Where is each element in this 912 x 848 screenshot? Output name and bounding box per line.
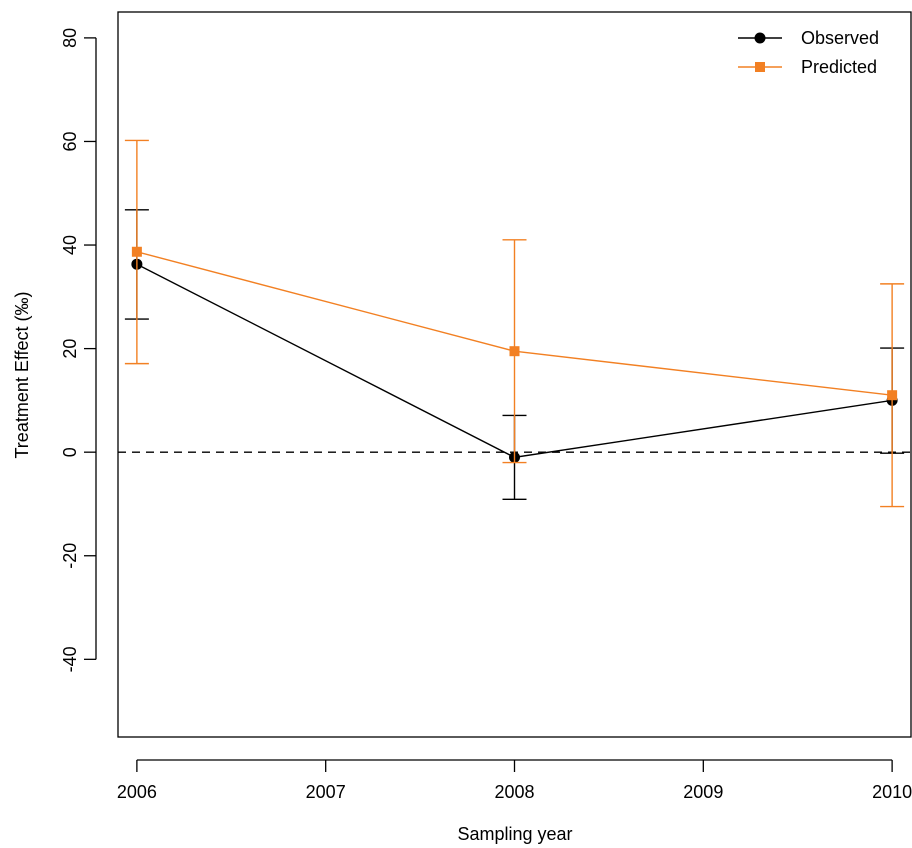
y-axis-title: Treatment Effect (‰) [12,291,32,458]
legend-item-observed: Observed [738,28,879,48]
y-tick-label: 40 [60,235,80,255]
x-tick-label: 2006 [117,782,157,802]
y-tick-label: 0 [60,447,80,457]
axes: 2006 2007 2008 2009 2010 -40 -20 0 20 40 60 80 [60,28,912,802]
y-tick-label: -20 [60,543,80,569]
plot-frame [117,11,912,738]
legend-marker [755,62,765,72]
x-tick-label: 2007 [306,782,346,802]
data-point [509,346,520,357]
data-point [887,390,898,401]
x-axis-title: Sampling year [457,824,572,844]
y-tick-label: 20 [60,339,80,359]
data-point [131,246,142,257]
legend: Observed Predicted [738,28,879,77]
series-predicted [124,139,905,508]
series-layer [124,139,905,508]
x-tick-label: 2010 [872,782,912,802]
y-tick-label: -40 [60,646,80,672]
legend-label: Observed [801,28,879,48]
x-tick-label: 2009 [683,782,723,802]
y-tick-label: 60 [60,131,80,151]
x-tick-label: 2008 [494,782,534,802]
legend-item-predicted: Predicted [738,57,877,77]
y-tick-label: 80 [60,28,80,48]
legend-marker [754,32,766,44]
legend-label: Predicted [801,57,877,77]
